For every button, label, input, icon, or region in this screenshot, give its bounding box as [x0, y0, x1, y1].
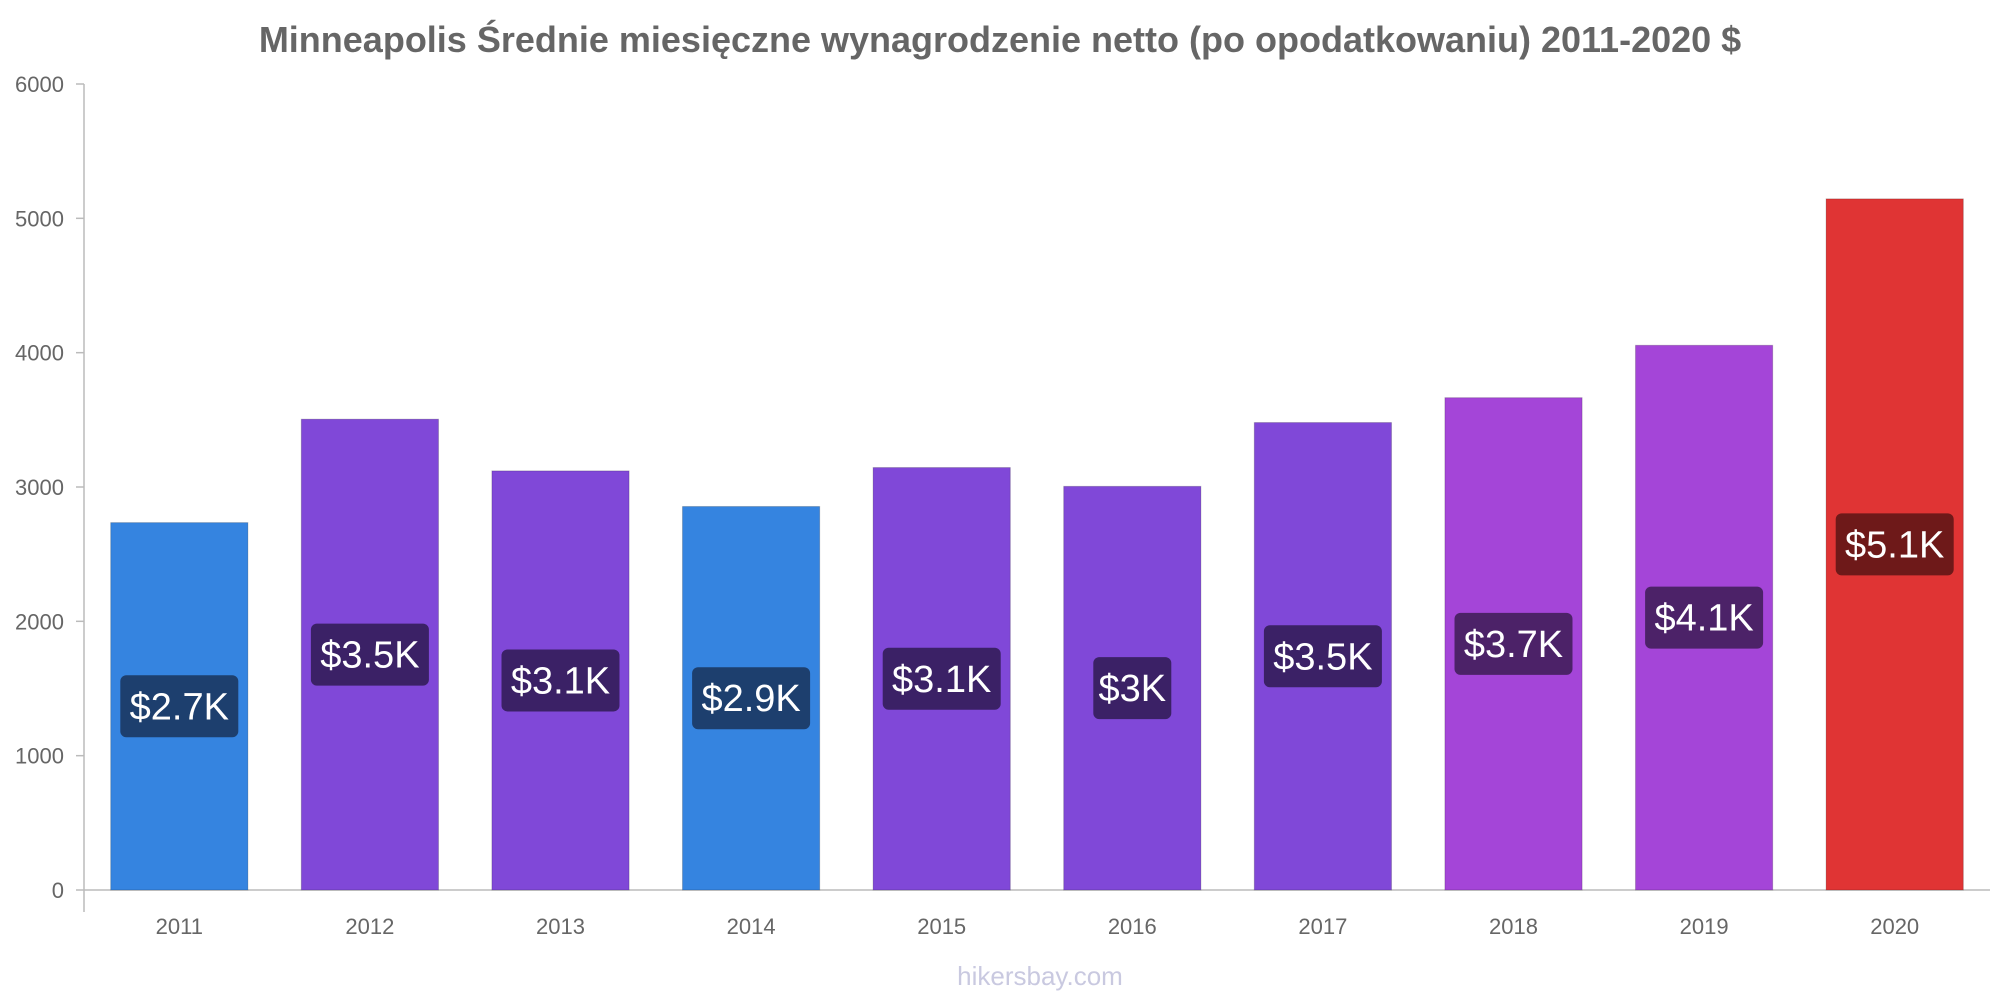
watermark: hikersbay.com — [957, 961, 1123, 991]
value-labels-group: $2.7K $3.5K $3.1K $2.9K $3.1K $3K $3.5K $3.7K $4… — [120, 513, 1954, 738]
value-label-box — [1263, 625, 1382, 688]
value-label-box — [1454, 612, 1573, 675]
value-label-box — [120, 675, 239, 738]
x-tick-label: 2019 — [1680, 914, 1729, 939]
x-tick-label: 2016 — [1108, 914, 1157, 939]
bars-group — [110, 198, 1964, 891]
value-label: $3.1K — [892, 659, 991, 701]
y-tick-label: 0 — [52, 878, 64, 903]
x-tick-label: 2011 — [156, 914, 203, 939]
value-label: $5.1K — [1845, 524, 1944, 566]
value-label: $3.5K — [320, 635, 419, 677]
value-label-box — [1645, 586, 1764, 649]
value-label: $2.7K — [130, 686, 229, 728]
value-label-box — [692, 667, 811, 730]
y-tick-label: 2000 — [15, 609, 64, 634]
y-tick-label: 6000 — [15, 72, 64, 97]
y-tick-label: 3000 — [15, 475, 64, 500]
value-label-box — [882, 647, 1001, 710]
y-tick-label: 4000 — [15, 341, 64, 366]
value-label: $2.9K — [701, 678, 800, 720]
x-tick-label: 2013 — [536, 914, 585, 939]
value-label-box — [501, 649, 620, 712]
x-tick-label: 2014 — [727, 914, 776, 939]
x-tick-label: 2018 — [1489, 914, 1538, 939]
x-tick-label: 2017 — [1298, 914, 1347, 939]
chart-title: Minneapolis Średnie miesięczne wynagrodz… — [259, 18, 1741, 60]
value-label: $4.1K — [1654, 598, 1753, 640]
value-label-box — [310, 623, 429, 686]
x-axis: 2011 2012 2013 2014 2015 2016 2017 2018 2019 2020 — [84, 889, 1990, 939]
y-tick-label: 5000 — [15, 206, 64, 231]
value-label: $3K — [1098, 668, 1166, 710]
value-label-box — [1835, 513, 1954, 576]
x-tick-label: 2020 — [1870, 914, 1919, 939]
value-label-box — [1093, 657, 1172, 720]
x-tick-label: 2015 — [917, 914, 966, 939]
y-tick-label: 1000 — [15, 744, 64, 769]
value-label: $3.7K — [1464, 624, 1563, 666]
value-label: $3.1K — [511, 660, 610, 702]
x-tick-label: 2012 — [345, 914, 394, 939]
y-axis: 0 1000 2000 3000 4000 5000 6000 — [15, 72, 85, 912]
value-label: $3.5K — [1273, 636, 1372, 678]
